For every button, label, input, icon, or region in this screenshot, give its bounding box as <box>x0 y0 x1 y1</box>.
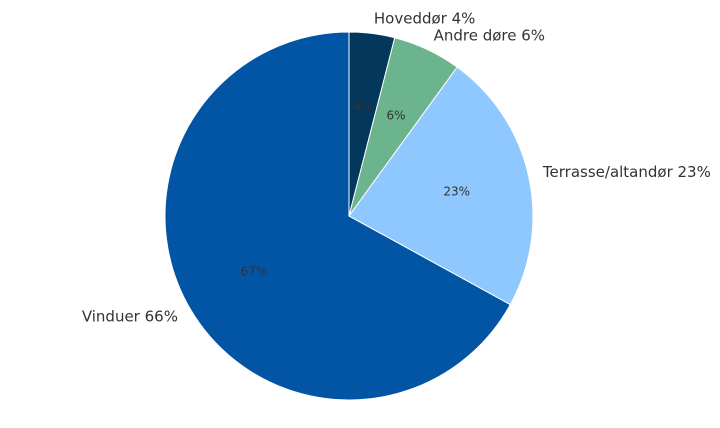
slice-percent-label: 4% <box>353 99 372 113</box>
pie-slice <box>164 31 511 401</box>
slice-percent-label: 6% <box>386 109 405 123</box>
slice-percent-label: 23% <box>443 184 470 198</box>
slice-category-label: Andre døre 6% <box>434 27 545 45</box>
pie-slices <box>164 31 534 401</box>
slice-percent-label: 67% <box>241 265 268 279</box>
slice-category-label: Terrasse/altandør 23% <box>542 163 711 181</box>
pie-inner-labels: 4% 6% 23% 67% <box>241 99 470 279</box>
pie-slice <box>348 66 534 306</box>
slice-category-label: Vinduer 66% <box>82 308 178 326</box>
pie-outer-labels: Hoveddør 4%Andre døre 6% Terrasse/altandø… <box>82 9 711 325</box>
slice-category-label: Hoveddør 4% <box>374 9 476 27</box>
